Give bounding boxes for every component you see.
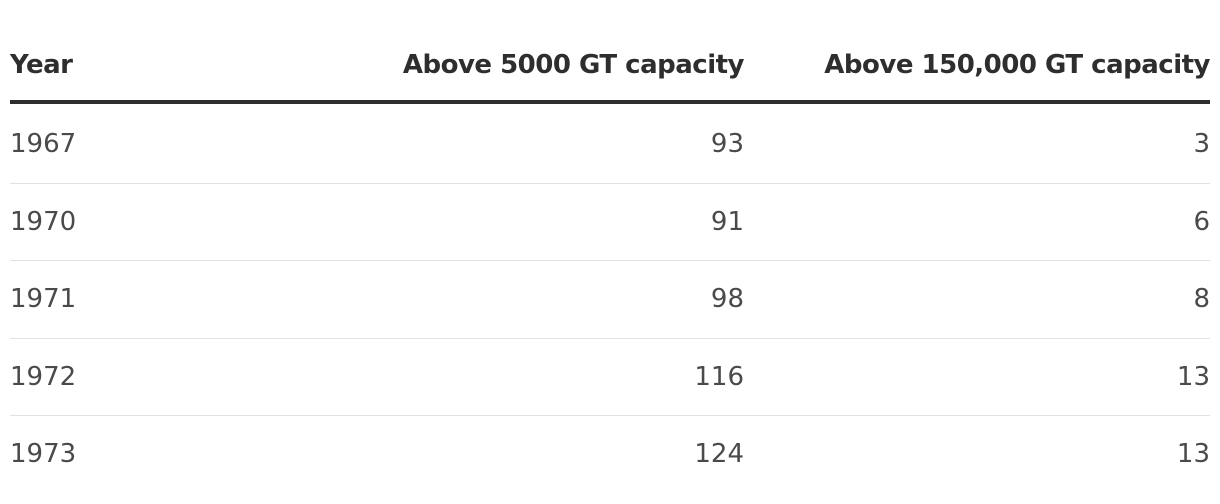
row-divider (10, 337, 1210, 339)
table-cell: 3 (1193, 129, 1210, 159)
table-cell: 8 (1193, 284, 1210, 314)
table-cell: 13 (1176, 439, 1210, 469)
table-cell: 91 (710, 206, 744, 237)
row-divider (10, 182, 1210, 184)
table-cell: 98 (710, 284, 744, 314)
table-cell: 1972 (10, 361, 77, 392)
column-header: Above 5000 GT capacity (402, 50, 745, 80)
table-cell: 1970 (10, 206, 77, 237)
row-divider (10, 415, 1210, 417)
table-cell: 6 (1193, 206, 1210, 237)
table-cell: 124 (694, 439, 744, 469)
row-divider (10, 260, 1210, 262)
table-cell: 1971 (10, 284, 77, 314)
table-cell: 116 (694, 361, 744, 392)
table-cell: 13 (1176, 361, 1210, 392)
table-cell: 1967 (10, 129, 77, 159)
column-header: Above 150,000 GT capacity (824, 50, 1210, 80)
header-rule (10, 100, 1210, 104)
table-cell: 1973 (10, 439, 77, 469)
column-header: Year (10, 50, 73, 80)
table-cell: 93 (710, 129, 744, 159)
